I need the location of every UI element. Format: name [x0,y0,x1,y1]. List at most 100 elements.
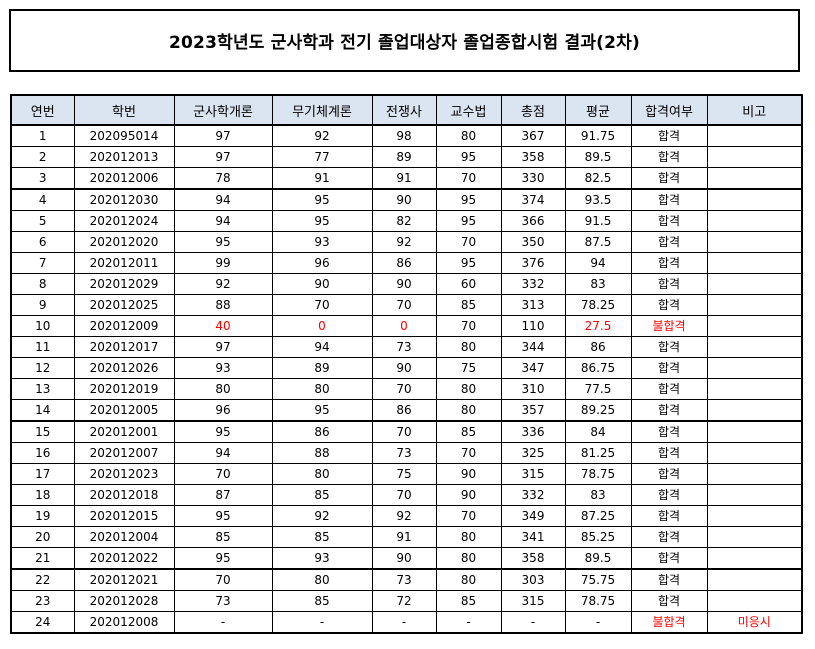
score-military-science: 97 [173,146,273,168]
score-military-science: 94 [173,210,273,232]
student-id: 202012017 [73,336,175,358]
remarks: 미응시 [706,611,803,634]
remarks [706,273,803,295]
score-war-history: 0 [371,315,437,337]
student-id: 202012007 [73,442,175,464]
total-score: 358 [500,146,566,168]
total-score: 350 [500,231,566,253]
pass-status: 합격 [630,336,708,358]
score-weapon-systems: 90 [271,273,373,295]
column-header: 총점 [500,94,566,126]
score-weapon-systems: 89 [271,357,373,379]
table-row: 4 202012030 94 95 90 95 374 93.5 합격 [10,188,803,211]
header-row: 연번 학번 군사학개론 무기체계론 전쟁사 교수법 총점 평균 합격여부 비고 [10,94,803,126]
score-war-history: 70 [371,484,437,506]
row-number: 4 [10,188,75,211]
score-weapon-systems: 96 [271,252,373,274]
total-score: 332 [500,273,566,295]
pass-status: 합격 [630,526,708,548]
score-weapon-systems: 80 [271,378,373,400]
pass-status: 합격 [630,484,708,506]
score-military-science: 70 [173,568,273,591]
table-row: 10 202012009 40 0 0 70 110 27.5 불합격 [10,315,803,337]
pass-status: 합격 [630,210,708,232]
score-military-science: 94 [173,188,273,211]
student-id: 202012011 [73,252,175,274]
table-row: 8 202012029 92 90 90 60 332 83 합격 [10,273,803,295]
score-war-history: 73 [371,568,437,591]
score-military-science: 88 [173,294,273,316]
total-score: 332 [500,484,566,506]
remarks [706,568,803,591]
remarks [706,505,803,527]
score-pedagogy: 90 [435,484,502,506]
student-id: 202012030 [73,188,175,211]
score-weapon-systems: 92 [271,505,373,527]
pass-status: 합격 [630,505,708,527]
score-military-science: 92 [173,273,273,295]
row-number: 22 [10,568,75,591]
score-war-history: 70 [371,378,437,400]
total-score: 325 [500,442,566,464]
remarks [706,484,803,506]
pass-status: 합격 [630,357,708,379]
score-weapon-systems: 80 [271,463,373,485]
student-id: 202012024 [73,210,175,232]
score-war-history: 92 [371,231,437,253]
column-header: 무기체계론 [271,94,373,126]
row-number: 17 [10,463,75,485]
score-war-history: 82 [371,210,437,232]
score-pedagogy: 95 [435,146,502,168]
table-row: 11 202012017 97 94 73 80 344 86 합격 [10,336,803,358]
pass-status: 합격 [630,124,708,147]
score-weapon-systems: 88 [271,442,373,464]
score-war-history: 72 [371,590,437,612]
average-score: 91.75 [564,124,632,147]
column-header: 평균 [564,94,632,126]
score-weapon-systems: 93 [271,547,373,570]
average-score: 75.75 [564,568,632,591]
score-pedagogy: 80 [435,568,502,591]
score-pedagogy: 95 [435,252,502,274]
student-id: 202012028 [73,590,175,612]
total-score: 347 [500,357,566,379]
score-weapon-systems: 94 [271,336,373,358]
table-row: 1 202095014 97 92 98 80 367 91.75 합격 [10,124,803,147]
score-war-history: 90 [371,273,437,295]
total-score: 336 [500,420,566,443]
table-row: 20 202012004 85 85 91 80 341 85.25 합격 [10,526,803,548]
score-war-history: 86 [371,252,437,274]
pass-status: 합격 [630,399,708,422]
remarks [706,336,803,358]
student-id: 202012020 [73,231,175,253]
student-id: 202012029 [73,273,175,295]
score-military-science: 95 [173,420,273,443]
student-id: 202012004 [73,526,175,548]
student-id: 202012005 [73,399,175,422]
average-score: 83 [564,273,632,295]
score-weapon-systems: 85 [271,526,373,548]
average-score: 93.5 [564,188,632,211]
score-pedagogy: 80 [435,124,502,147]
score-pedagogy: 60 [435,273,502,295]
total-score: 315 [500,590,566,612]
student-id: 202012023 [73,463,175,485]
average-score: 81.25 [564,442,632,464]
score-pedagogy: - [435,611,502,634]
total-score: 367 [500,124,566,147]
total-score: 349 [500,505,566,527]
total-score: 366 [500,210,566,232]
column-header: 교수법 [435,94,502,126]
table-body: 1 202095014 97 92 98 80 367 91.75 합격 2 202012013 97… [10,124,803,634]
student-id: 202095014 [73,124,175,147]
total-score: 344 [500,336,566,358]
total-score: 357 [500,399,566,422]
score-military-science: 96 [173,399,273,422]
remarks [706,146,803,168]
score-war-history: 90 [371,357,437,379]
score-weapon-systems: 70 [271,294,373,316]
remarks [706,294,803,316]
pass-status: 합격 [630,590,708,612]
student-id: 202012015 [73,505,175,527]
row-number: 2 [10,146,75,168]
